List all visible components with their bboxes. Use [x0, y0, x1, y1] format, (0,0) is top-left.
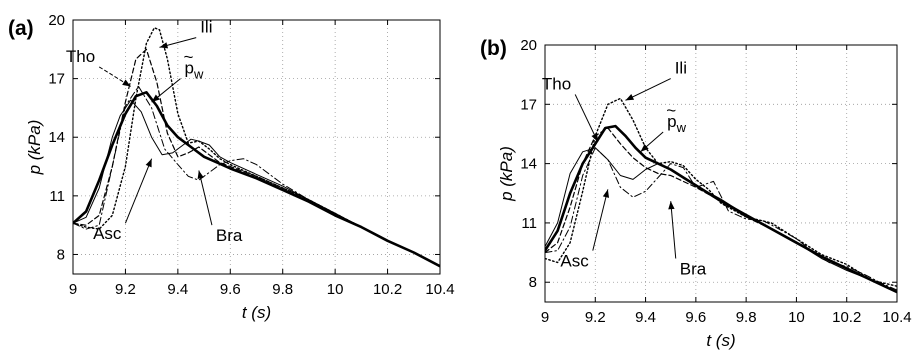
plot-frame — [72, 19, 441, 275]
x-tick-label: 9.8 — [736, 309, 757, 326]
x-tick-label: 10.4 — [425, 281, 454, 298]
annotation-label-4: Bra — [680, 260, 707, 279]
y-tick-label: 11 — [521, 215, 537, 232]
x-axis-label: t (s) — [242, 303, 271, 322]
annotation-subscript: w — [676, 120, 687, 135]
x-tick-label: 10 — [788, 309, 805, 326]
x-tick-label: 9.6 — [220, 281, 241, 298]
annotation-arrow-head — [197, 170, 204, 179]
annotation-arrow-head — [145, 158, 152, 168]
annotation-arrow-head — [159, 42, 169, 49]
series-line-dotted — [73, 27, 440, 267]
panel-label: (a) — [8, 17, 34, 40]
annotation-arrow-head — [591, 133, 598, 142]
y-tick-label: 17 — [520, 96, 537, 113]
annotation-label-1: Ili — [200, 18, 212, 37]
x-tick-label: 9.6 — [685, 309, 706, 326]
y-axis-label: p (kPa) — [25, 120, 44, 176]
annotation-arrow-line — [592, 189, 609, 251]
annotation-label-4: Bra — [216, 226, 243, 245]
x-tick-label: 9.2 — [115, 281, 136, 298]
tilde-mark: ~ — [184, 48, 194, 67]
annotation-arrow-line — [198, 170, 213, 226]
annotation-arrow-head — [625, 94, 635, 101]
x-tick-label: 9 — [541, 309, 549, 326]
annotation-label-0: Tho — [66, 47, 95, 66]
x-tick-label: 10.4 — [882, 309, 911, 326]
tilde-mark: ~ — [666, 101, 676, 120]
annotation-label-0: Tho — [542, 74, 571, 93]
series-line-solid-thick — [73, 91, 440, 268]
annotation-subscript: w — [193, 67, 204, 82]
x-tick-label: 9 — [69, 281, 77, 298]
y-axis-label: p (kPa) — [497, 146, 516, 202]
annotation-arrow-head — [640, 144, 649, 152]
series-line-solid-thick — [545, 124, 897, 294]
series-group — [73, 27, 440, 268]
y-tick-label: 17 — [48, 71, 65, 88]
series-line-dashed — [73, 48, 440, 267]
annotation-label-3: Asc — [93, 224, 122, 243]
x-tick-label: 9.8 — [272, 281, 293, 298]
plot-frame — [544, 44, 898, 303]
annotation-arrow-line — [124, 158, 153, 224]
series-line-dashdot — [545, 147, 897, 291]
series-line-dotted — [545, 97, 897, 287]
panel-label: (b) — [480, 37, 507, 60]
annotation-arrow-head — [668, 201, 675, 210]
y-tick-label: 14 — [48, 129, 65, 146]
annotation-arrow-line — [670, 201, 677, 259]
x-tick-label: 9.4 — [167, 281, 188, 298]
annotation-arrow-head — [122, 79, 131, 87]
y-tick-label: 8 — [529, 274, 537, 291]
panel-a: 9 9.2 9.4 9.6 9.8 10 10.2 10.4 8 11 14 17 20 t (s) p (… — [8, 12, 455, 322]
x-tick-label: 10.2 — [373, 281, 402, 298]
y-tick-label: 11 — [49, 188, 65, 205]
y-tick-label: 14 — [520, 156, 537, 173]
annotation-arrow-line — [625, 78, 671, 101]
panel-b: 9 9.2 9.4 9.6 9.8 10 10.2 10.4 8 11 14 17 20 t (s) p (… — [480, 37, 912, 350]
x-tick-label: 10.2 — [832, 309, 861, 326]
x-tick-label: 10 — [327, 281, 344, 298]
annotation-arrow-head — [151, 94, 160, 103]
x-axis-label: t (s) — [706, 331, 735, 350]
y-tick-label: 20 — [520, 37, 537, 54]
series-line-solid-thin — [73, 99, 440, 267]
annotation-label-1: Ili — [675, 59, 687, 78]
y-tick-label: 8 — [57, 246, 65, 263]
annotation-label-3: Asc — [560, 252, 589, 271]
annotation-arrow-head — [602, 189, 610, 198]
series-group — [545, 97, 897, 294]
series-line-solid-thin — [545, 147, 897, 293]
y-tick-label: 20 — [48, 12, 65, 29]
x-tick-label: 9.2 — [585, 309, 606, 326]
x-tick-label: 9.4 — [635, 309, 656, 326]
annotation-arrow-line — [574, 94, 599, 143]
